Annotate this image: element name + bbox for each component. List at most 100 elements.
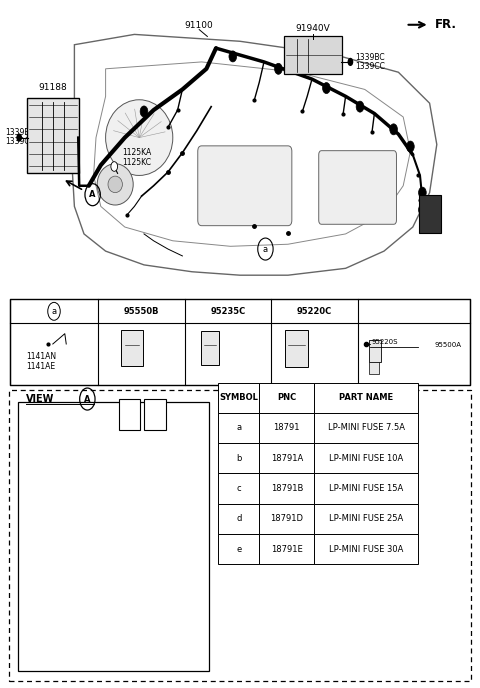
- Text: e: e: [236, 544, 241, 554]
- Bar: [47, 493, 66, 513]
- Bar: [18, 402, 209, 671]
- Bar: [24, 469, 43, 490]
- Bar: [218, 413, 259, 443]
- Bar: [93, 422, 112, 443]
- Text: a: a: [77, 522, 82, 531]
- Text: d: d: [31, 615, 36, 625]
- Ellipse shape: [108, 176, 122, 193]
- Bar: [259, 383, 314, 413]
- Bar: [259, 413, 314, 443]
- Circle shape: [407, 141, 414, 152]
- Text: e: e: [100, 451, 105, 461]
- Bar: [70, 563, 89, 583]
- Text: a: a: [77, 498, 82, 508]
- Bar: [93, 399, 112, 420]
- Bar: [93, 446, 112, 466]
- Circle shape: [419, 187, 426, 198]
- FancyBboxPatch shape: [284, 36, 342, 74]
- Ellipse shape: [97, 164, 133, 205]
- Bar: [24, 516, 43, 537]
- Circle shape: [419, 204, 426, 215]
- Text: c: c: [78, 428, 82, 438]
- Bar: [314, 504, 418, 534]
- Text: 95235C: 95235C: [210, 307, 246, 316]
- Text: c: c: [78, 568, 82, 578]
- Text: 91188: 91188: [38, 83, 67, 92]
- Bar: [218, 534, 259, 564]
- Ellipse shape: [106, 100, 173, 175]
- Bar: [24, 422, 43, 443]
- Text: 1125KA: 1125KA: [122, 148, 152, 158]
- Text: c: c: [101, 428, 105, 438]
- Text: b: b: [31, 405, 36, 414]
- Circle shape: [356, 101, 364, 112]
- Bar: [259, 504, 314, 534]
- Circle shape: [348, 58, 353, 66]
- Circle shape: [229, 51, 237, 62]
- Text: a: a: [31, 428, 36, 438]
- Bar: [259, 443, 314, 473]
- Circle shape: [390, 124, 397, 135]
- Text: c: c: [237, 484, 241, 493]
- FancyBboxPatch shape: [198, 146, 292, 226]
- Circle shape: [111, 162, 118, 171]
- Text: a: a: [54, 615, 59, 625]
- Text: 18791: 18791: [274, 423, 300, 433]
- Text: a: a: [77, 475, 82, 484]
- Text: 18791A: 18791A: [271, 453, 303, 463]
- Text: 18791E: 18791E: [271, 544, 303, 554]
- Text: 95220C: 95220C: [297, 307, 332, 316]
- Text: PNC: PNC: [277, 393, 297, 402]
- Bar: [218, 383, 259, 413]
- Bar: [70, 539, 89, 560]
- Bar: [24, 399, 43, 420]
- Bar: [93, 493, 112, 513]
- Text: d: d: [236, 514, 241, 524]
- FancyBboxPatch shape: [369, 362, 379, 374]
- Text: c: c: [101, 475, 105, 484]
- Bar: [144, 399, 166, 430]
- Bar: [119, 399, 140, 430]
- Bar: [47, 516, 66, 537]
- Bar: [314, 473, 418, 504]
- Bar: [47, 610, 66, 630]
- Bar: [47, 422, 66, 443]
- Text: d: d: [31, 592, 36, 601]
- Bar: [314, 383, 418, 413]
- Bar: [24, 539, 43, 560]
- Bar: [70, 399, 89, 420]
- Text: 18791B: 18791B: [271, 484, 303, 493]
- Bar: [9, 390, 471, 681]
- Bar: [218, 443, 259, 473]
- Text: A: A: [89, 190, 96, 200]
- Bar: [314, 413, 418, 443]
- Text: LP-MINI FUSE 7.5A: LP-MINI FUSE 7.5A: [327, 423, 405, 433]
- Text: a: a: [31, 451, 36, 461]
- Bar: [314, 443, 418, 473]
- Text: c: c: [55, 428, 59, 438]
- Text: d: d: [77, 638, 82, 648]
- Bar: [93, 493, 112, 513]
- Bar: [70, 469, 89, 490]
- Text: a: a: [263, 244, 268, 254]
- Bar: [259, 473, 314, 504]
- Text: b: b: [31, 498, 36, 508]
- Bar: [24, 586, 43, 607]
- Text: a: a: [236, 423, 241, 433]
- Text: d: d: [31, 522, 36, 531]
- Bar: [24, 493, 43, 513]
- Circle shape: [275, 63, 282, 74]
- Bar: [259, 534, 314, 564]
- Text: d: d: [100, 498, 105, 508]
- Text: SYMBOL: SYMBOL: [219, 393, 258, 402]
- Text: a: a: [54, 405, 59, 414]
- Bar: [93, 422, 112, 443]
- FancyBboxPatch shape: [27, 98, 79, 173]
- Text: d: d: [100, 498, 105, 508]
- Text: 91100: 91100: [185, 21, 214, 30]
- Text: LP-MINI FUSE 15A: LP-MINI FUSE 15A: [329, 484, 403, 493]
- Text: 1339BC: 1339BC: [355, 53, 385, 63]
- Text: b: b: [77, 405, 82, 414]
- Text: e: e: [100, 451, 105, 461]
- Bar: [47, 563, 66, 583]
